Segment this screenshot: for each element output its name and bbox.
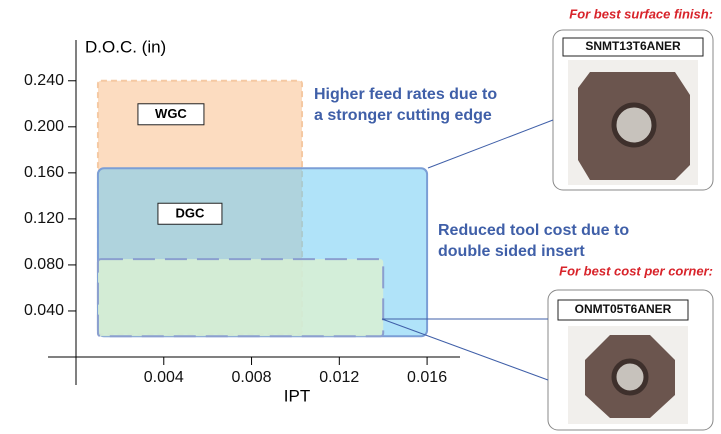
annotation: Higher feed rates due to — [314, 86, 497, 103]
annotation: Reduced tool cost due to — [438, 222, 629, 239]
product-name: ONMT05T6ANER — [575, 302, 672, 316]
annotation: a stronger cutting edge — [314, 107, 492, 124]
leader-line — [427, 119, 554, 169]
region-label-box — [157, 202, 223, 225]
product-box — [562, 37, 704, 57]
x-axis-title: IPT — [284, 386, 310, 405]
y-tick-label: 0.200 — [24, 118, 64, 135]
product-box — [557, 299, 689, 321]
y-tick-label: 0.080 — [24, 256, 64, 273]
y-tick-label: 0.240 — [24, 72, 64, 89]
callout-heading: For best cost per corner: — [559, 263, 713, 278]
y-axis-title: D.O.C. (in) — [85, 37, 166, 56]
region-label: DGC — [175, 206, 205, 221]
leader-line — [381, 318, 549, 381]
x-tick-label: 0.016 — [407, 369, 447, 386]
y-tick-label: 0.040 — [24, 302, 64, 319]
region-label: WGC — [155, 106, 187, 121]
y-tick-label: 0.160 — [24, 164, 64, 181]
callout-heading: For best surface finish: — [569, 6, 713, 21]
x-tick-label: 0.004 — [144, 369, 184, 386]
insert-hole — [611, 102, 657, 148]
region-label-box — [137, 103, 205, 126]
annotation: double sided insert — [438, 243, 585, 260]
x-tick-label: 0.012 — [319, 369, 359, 386]
y-tick-label: 0.120 — [24, 210, 64, 227]
x-tick-label: 0.008 — [232, 369, 272, 386]
insert-hole — [611, 358, 649, 396]
region — [96, 258, 385, 338]
product-name: SNMT13T6ANER — [585, 39, 681, 53]
